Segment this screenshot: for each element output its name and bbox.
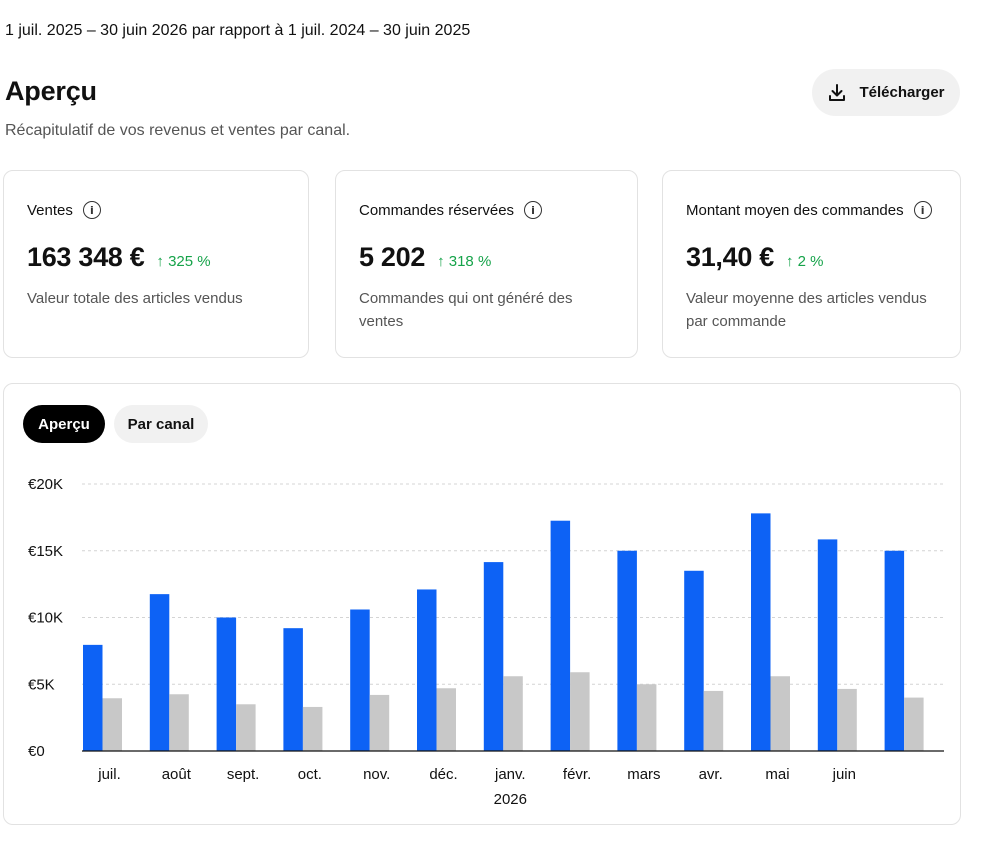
bar-previous	[302, 706, 323, 751]
card-description: Commandes qui ont généré des ventes	[359, 290, 573, 330]
tab-by-channel[interactable]: Par canal	[114, 405, 208, 443]
bar-current	[550, 520, 571, 751]
bar-current	[83, 644, 103, 751]
metric-card-sales: Ventes i 163 348 € ↑ 325 % Valeur totale…	[3, 170, 309, 358]
bar-previous	[369, 694, 390, 751]
x-tick-label: févr.	[563, 766, 591, 783]
card-label: Ventes	[27, 201, 73, 219]
card-delta: ↑ 2 %	[785, 253, 824, 270]
page-subtitle: Récapitulatif de vos revenus et ventes p…	[5, 122, 351, 139]
bar-previous	[436, 688, 456, 751]
x-tick-label: nov.	[363, 766, 390, 783]
y-tick-label: €0	[28, 743, 45, 760]
bar-current	[751, 513, 771, 751]
sales-bar-chart: €0 €5K €10K €15K €20K juil. août sept. oct. nov. d…	[28, 476, 944, 808]
card-value: 31,40 €	[686, 242, 774, 272]
bar-previous	[904, 697, 924, 751]
bar-current	[617, 550, 637, 751]
card-label: Montant moyen des commandes	[686, 201, 904, 219]
download-button[interactable]: Télécharger	[812, 69, 960, 116]
x-tick-label: janv.	[494, 766, 526, 783]
tab-overview[interactable]: Aperçu	[23, 405, 105, 443]
y-tick-label: €15K	[28, 543, 63, 560]
card-description: Valeur totale des articles vendus	[27, 290, 243, 307]
bar-current	[283, 628, 303, 751]
bar-previous	[102, 698, 122, 751]
info-icon[interactable]: i	[82, 201, 101, 219]
card-description: Valeur moyenne des articles vendus par c…	[686, 290, 927, 330]
x-tick-label: août	[162, 766, 192, 783]
x-tick-label: mars	[627, 766, 660, 783]
bar-current	[884, 550, 905, 751]
x-tick-label: sept.	[227, 766, 260, 783]
y-tick-label: €10K	[28, 610, 63, 627]
bar-previous	[236, 704, 256, 751]
card-label: Commandes réservées	[359, 201, 515, 219]
bar-current	[684, 570, 704, 751]
bar-previous	[570, 672, 590, 751]
x-tick-label: juin	[832, 766, 856, 783]
bar-previous	[169, 694, 189, 751]
bar-current	[483, 562, 504, 751]
chart-panel: Aperçu Par canal €0 €5K €10K €15K €20K juil. a…	[3, 383, 961, 825]
x-tick-label: mai	[765, 766, 789, 783]
bar-previous	[503, 676, 523, 751]
metric-card-average-order: Montant moyen des commandes i 31,40 € ↑ …	[662, 170, 961, 358]
page-title: Aperçu	[5, 76, 97, 106]
date-range: 1 juil. 2025 – 30 juin 2026 par rapport …	[5, 22, 471, 39]
x-tick-label: juil.	[97, 766, 121, 783]
card-value: 5 202	[359, 242, 426, 272]
card-delta: ↑ 318 %	[437, 253, 492, 270]
card-value: 163 348 €	[27, 242, 145, 272]
bar-current	[149, 594, 170, 751]
bar-previous	[837, 688, 857, 751]
bar-current	[350, 609, 370, 751]
y-tick-label: €5K	[28, 676, 55, 693]
bar-current	[817, 539, 838, 751]
bar-current	[417, 589, 437, 751]
bar-current	[216, 617, 237, 751]
metric-card-orders: Commandes réservées i 5 202 ↑ 318 % Comm…	[335, 170, 638, 358]
bar-previous	[636, 684, 657, 751]
info-icon[interactable]: i	[913, 201, 932, 219]
x-year-label: 2026	[494, 791, 527, 808]
x-tick-label: déc.	[429, 766, 457, 783]
x-tick-label: avr.	[699, 766, 723, 783]
y-tick-label: €20K	[28, 476, 63, 493]
download-icon	[829, 83, 846, 101]
bar-previous	[703, 690, 724, 751]
bar-previous	[770, 676, 790, 751]
x-tick-label: oct.	[298, 766, 322, 783]
download-label: Télécharger	[859, 84, 945, 101]
info-icon[interactable]: i	[524, 201, 543, 219]
card-delta: ↑ 325 %	[156, 253, 211, 270]
